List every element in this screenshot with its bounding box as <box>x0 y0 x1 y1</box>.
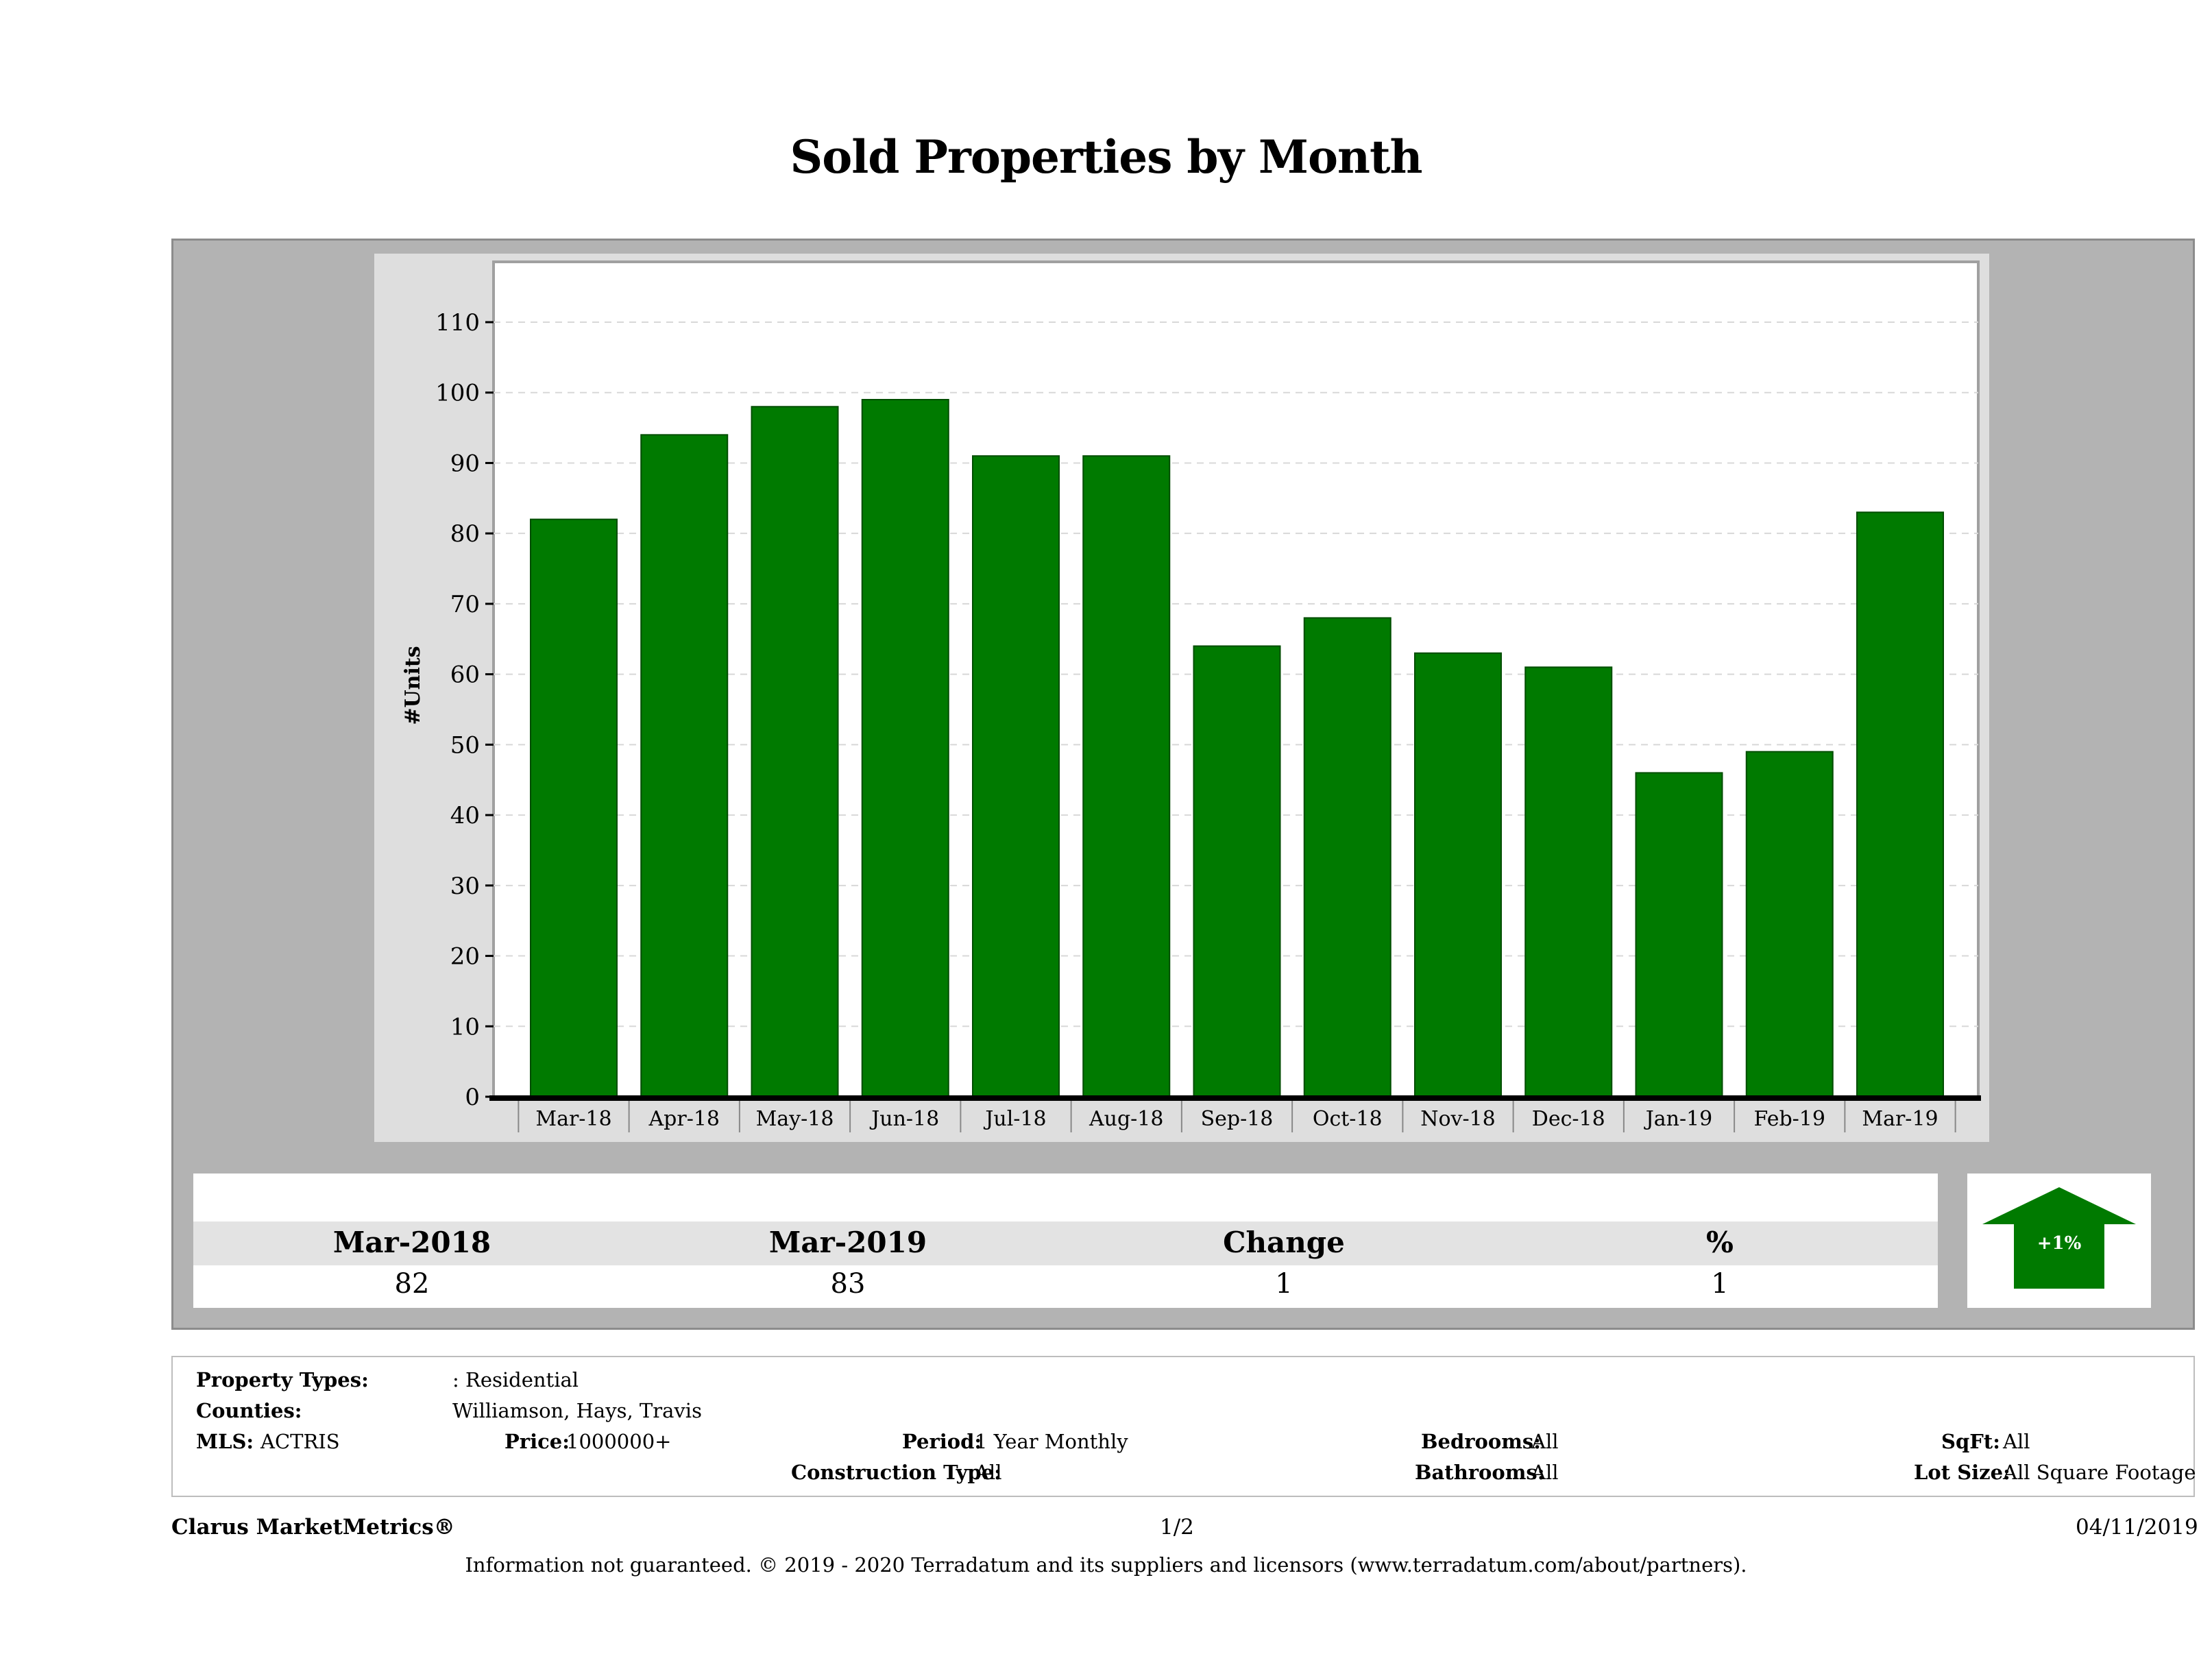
bathrooms-label: Bathrooms: <box>1415 1461 1545 1484</box>
summary-value-end: 83 <box>830 1268 866 1300</box>
y-tick-label: 80 <box>450 520 480 548</box>
bars <box>530 399 1944 1098</box>
period-value: 1 Year Monthly <box>975 1430 1128 1453</box>
construction-type-value: All <box>975 1461 1002 1484</box>
construction-type-label: Construction Type: <box>791 1461 1001 1484</box>
summary-blank-row <box>193 1174 1938 1221</box>
bedrooms-label: Bedrooms: <box>1421 1430 1541 1453</box>
change-badge-text: +1% <box>2037 1233 2082 1254</box>
page-number: 1/2 <box>1160 1515 1194 1540</box>
x-tick-label: May-18 <box>756 1107 834 1131</box>
x-tick-label: Feb-19 <box>1754 1107 1825 1131</box>
x-tick-label: Aug-18 <box>1089 1107 1164 1131</box>
y-tick-label: 50 <box>450 731 480 759</box>
y-tick-label: 90 <box>450 450 480 477</box>
x-ticks: Mar-18 Apr-18 May-18 Jun-18 Jul-18 Aug-18 Sep-… <box>518 1101 1956 1132</box>
x-tick-label: Sep-18 <box>1201 1107 1274 1131</box>
x-tick-label: Jul-18 <box>983 1107 1046 1131</box>
bar-jun-18 <box>861 399 949 1097</box>
brand-name: Clarus MarketMetrics® <box>171 1515 455 1540</box>
summary-header-change: Change <box>1223 1226 1345 1259</box>
summary-header-percent: % <box>1706 1226 1734 1259</box>
x-tick-label: Mar-18 <box>535 1107 611 1131</box>
y-tick-label: 110 <box>435 309 480 337</box>
x-tick-label: Nov-18 <box>1420 1107 1496 1131</box>
sqft-value: All <box>2003 1430 2030 1453</box>
bar-dec-18 <box>1524 666 1613 1097</box>
y-tick-label: 10 <box>450 1013 480 1041</box>
bar-jul-18 <box>972 455 1060 1097</box>
counties-label: Counties: <box>196 1399 302 1422</box>
summary-header-end: Mar-2019 <box>768 1226 927 1259</box>
report-date: 04/11/2019 <box>2076 1515 2198 1540</box>
bar-nov-18 <box>1414 652 1502 1097</box>
y-tick-label: 30 <box>450 873 480 900</box>
summary-value-change: 1 <box>1275 1268 1293 1300</box>
y-tick-label: 0 <box>465 1084 480 1111</box>
counties-value: Williamson, Hays, Travis <box>452 1399 702 1422</box>
y-tick-label: 70 <box>450 591 480 618</box>
bar-mar-19 <box>1856 511 1944 1097</box>
x-tick-label: Jun-18 <box>869 1107 939 1131</box>
disclaimer: Information not guaranteed. © 2019 - 202… <box>465 1553 1747 1577</box>
bar-jan-19 <box>1635 772 1723 1098</box>
bar-mar-18 <box>530 518 618 1097</box>
bedrooms-value: All <box>1531 1430 1559 1453</box>
y-tick-label: 40 <box>450 802 480 829</box>
property-types-label: Property Types: <box>196 1368 369 1391</box>
summary-header-start: Mar-2018 <box>332 1226 491 1259</box>
bathrooms-value: All <box>1531 1461 1559 1484</box>
summary-value-row <box>193 1265 1938 1308</box>
x-tick-label: Dec-18 <box>1532 1107 1605 1131</box>
summary-header-row <box>193 1221 1938 1265</box>
y-tick-label: 20 <box>450 943 480 971</box>
bar-apr-18 <box>640 434 729 1097</box>
period-label: Period: <box>902 1430 982 1453</box>
y-tick-label: 100 <box>435 380 480 407</box>
lot-size-value: All Square Footage <box>2003 1461 2196 1484</box>
lot-size-label: Lot Size: <box>1914 1461 2010 1484</box>
x-tick-label: Apr-18 <box>648 1107 720 1131</box>
page-title: Sold Properties by Month <box>790 130 1423 184</box>
summary-value-percent: 1 <box>1711 1268 1729 1300</box>
bar-sep-18 <box>1193 645 1281 1097</box>
property-types-value: : Residential <box>452 1368 579 1391</box>
sqft-label: SqFt: <box>1941 1430 2000 1453</box>
y-ticks: 0 10 20 30 40 50 60 70 80 90 100 110 <box>435 309 494 1111</box>
price-label: Price: <box>505 1430 570 1453</box>
x-tick-label: Oct-18 <box>1313 1107 1383 1131</box>
bar-aug-18 <box>1082 455 1171 1097</box>
bar-feb-19 <box>1745 751 1834 1097</box>
y-axis-label: #Units <box>401 646 425 725</box>
bar-oct-18 <box>1303 617 1391 1097</box>
summary-value-start: 82 <box>394 1268 430 1300</box>
price-value: 1000000+ <box>566 1430 672 1453</box>
mls-label: MLS: <box>196 1430 254 1453</box>
change-indicator-box: +1% <box>1967 1174 2151 1308</box>
bar-may-18 <box>751 406 839 1097</box>
filter-info-box <box>171 1356 2195 1497</box>
x-tick-label: Jan-19 <box>1644 1107 1713 1131</box>
mls-value: ACTRIS <box>260 1430 340 1453</box>
up-arrow-icon <box>1982 1187 2136 1289</box>
y-tick-label: 60 <box>450 661 480 689</box>
x-tick-label: Mar-19 <box>1862 1107 1938 1131</box>
